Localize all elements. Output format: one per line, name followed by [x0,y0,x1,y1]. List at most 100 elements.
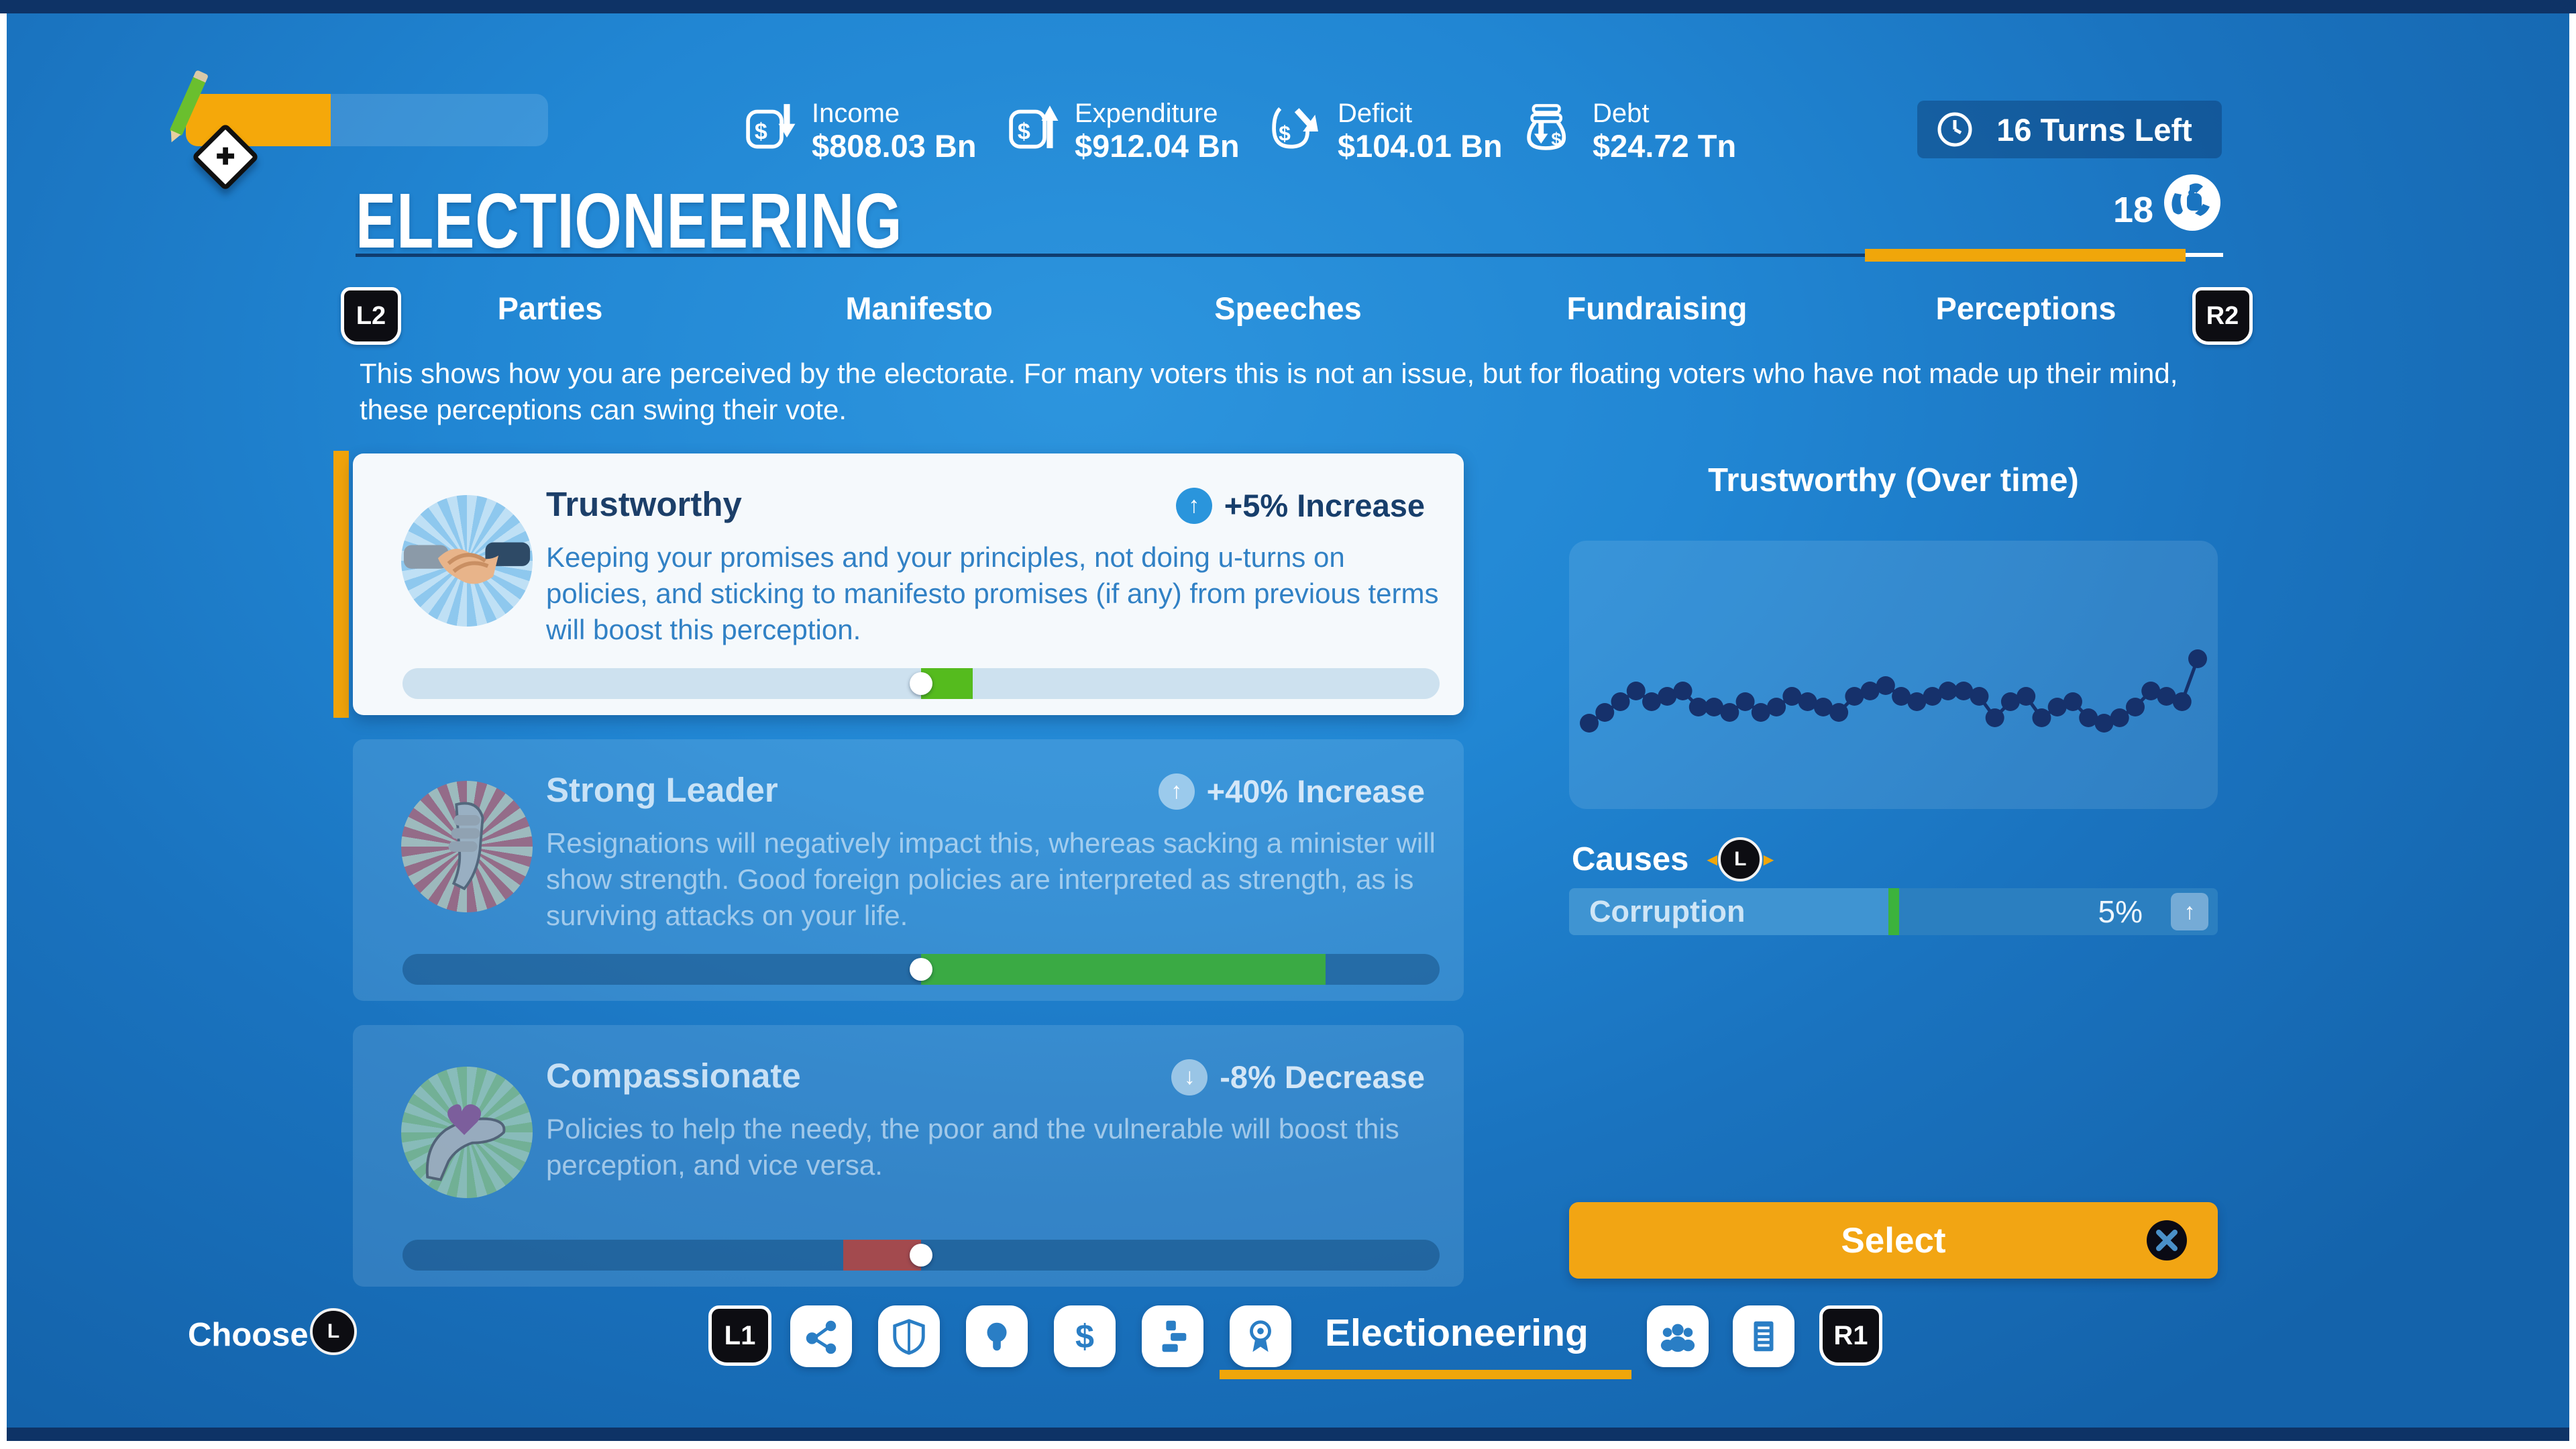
cause-name: Corruption [1589,894,1746,928]
chart-point [2047,698,2067,716]
perception-title: Compassionate [546,1057,801,1095]
stat-income: $ Income $808.03 Bn [743,98,977,164]
chart-point [1954,682,1974,700]
select-button[interactable]: Select [1569,1202,2218,1279]
perception-card-strong-leader[interactable]: Strong Leader ↑ +40% Increase Resignatio… [353,739,1464,1001]
slider-handle[interactable] [910,958,932,981]
slider-change-segment [843,1240,921,1271]
nav-icon-policies[interactable] [1142,1305,1203,1367]
handshake-icon [401,495,533,627]
top-letterbox-strip [0,0,2576,13]
debt-icon: $ [1527,104,1566,150]
perception-card-compassionate[interactable]: Compassionate ↓ -8% Decrease Policies to… [353,1025,1464,1287]
deficit-icon: $ [1272,107,1318,149]
trustworthy-over-time-chart [1569,541,2218,809]
chart-title: Trustworthy (Over time) [1708,462,2079,498]
chart-point [1829,703,1849,722]
slider-handle[interactable] [910,1244,932,1267]
bottom-letterbox-strip [7,1428,2569,1441]
nav-icon-share[interactable] [790,1305,852,1367]
perception-change-text: -8% Decrease [1220,1059,1425,1095]
stat-label: Deficit [1338,99,1413,128]
chart-point [2125,698,2145,716]
political-capital-fist-icon [2164,174,2220,231]
l2-bumper-badge[interactable]: L2 [341,287,401,345]
select-button-label: Select [1841,1220,1946,1260]
chart-point [1860,682,1880,700]
chart-point [1688,698,1708,716]
header-divider [356,254,2222,257]
chart-point [2017,687,2036,706]
tab-fundraising[interactable]: Fundraising [1566,290,1748,326]
stat-value: $24.72 Tn [1593,128,1737,164]
nav-icon-security[interactable] [878,1305,940,1367]
perception-title: Strong Leader [546,771,778,809]
chart-point [1845,687,1864,706]
turns-left-text: 16 Turns Left [1996,111,2192,148]
nav-icon-finance[interactable]: $ [1054,1305,1116,1367]
nav-icon-ideas[interactable] [966,1305,1028,1367]
chart-point [2188,649,2207,668]
svg-text:$: $ [1551,128,1561,149]
perception-change-text: +40% Increase [1206,773,1425,809]
hand-heart-icon [401,1067,533,1198]
stat-label: Debt [1593,99,1650,128]
choose-label: Choose [188,1317,309,1353]
stat-deficit: $ Deficit $104.01 Bn [1269,98,1503,164]
cause-up-arrow-button[interactable]: ↑ [2171,893,2208,930]
active-mode-underline [1220,1370,1631,1379]
nav-icon-electioneering[interactable] [1230,1305,1291,1367]
tab-parties[interactable]: Parties [497,290,603,326]
chart-point [1923,687,1942,706]
income-icon: $ [746,104,796,149]
clock-icon [1937,112,1972,147]
perception-change-badge: ↑ +5% Increase [1175,487,1425,524]
fist-icon [401,781,533,912]
nav-icon-report[interactable] [1733,1305,1794,1367]
r2-bumper-badge[interactable]: R2 [2192,287,2253,345]
chart-point [2141,682,2161,700]
left-stick-icon: ◄ L ► [1703,837,1777,881]
divider-end-cap [2186,253,2223,257]
tab-speeches[interactable]: Speeches [1214,290,1362,326]
perception-slider[interactable] [402,954,1440,985]
chart-point [2172,692,2192,711]
chart-point [1611,692,1630,711]
screen-description: This shows how you are perceived by the … [360,358,2178,425]
chart-point [2094,714,2114,733]
stat-expenditure: $ Expenditure $912.04 Bn [1006,98,1240,164]
stat-label: Expenditure [1075,99,1218,128]
political-capital-value: 18 [2113,190,2154,230]
chart-point [1876,676,1895,695]
shield-icon [893,1319,925,1355]
tab-manifesto[interactable]: Manifesto [845,290,993,326]
stick-left-arrow-icon: ◄ [1703,849,1721,869]
perception-card-trustworthy[interactable]: Trustworthy ↑ +5% Increase Keeping your … [353,453,1464,715]
perception-description: Keeping your promises and your principle… [546,541,1439,645]
chart-point [2063,692,2082,711]
chart-point [2032,708,2051,727]
left-stick-icon: L [310,1308,357,1355]
document-icon [1754,1321,1774,1352]
perception-slider[interactable] [402,668,1440,699]
chart-point [1907,692,1927,711]
active-tab-indicator [1865,249,2186,262]
stat-label: Income [812,99,900,128]
chart-point [1705,698,1724,716]
tab-perceptions[interactable]: Perceptions [1935,290,2116,326]
term-progress-fill [186,94,331,146]
chart-point [1892,687,1911,706]
chart-point [1798,692,1817,711]
cause-row-corruption[interactable]: Corruption 5% ↑ [1569,888,2218,935]
slider-handle[interactable] [910,672,932,695]
nav-icon-voters[interactable] [1647,1305,1709,1367]
cause-value: 5% [2098,894,2143,929]
chart-point [1782,687,1802,706]
perception-slider[interactable] [402,1240,1440,1271]
r1-bumper-badge[interactable]: R1 [1819,1305,1882,1366]
chart-point [1673,682,1693,700]
l1-bumper-badge[interactable]: L1 [708,1305,771,1366]
stick-right-arrow-icon: ► [1760,849,1778,869]
stat-debt: $ Debt $24.72 Tn [1524,98,1736,164]
term-progress-bar [186,94,548,146]
